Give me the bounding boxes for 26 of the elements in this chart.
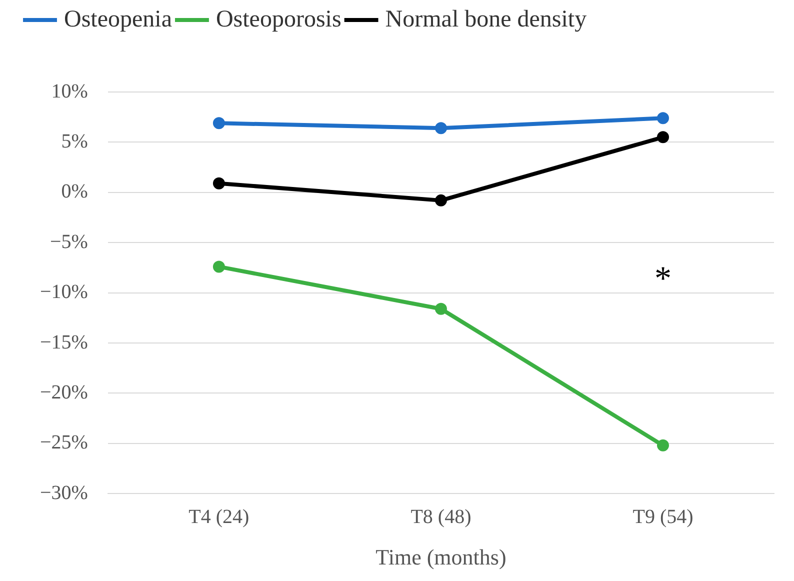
y-tick-label: 10%: [51, 80, 88, 102]
point: [656, 112, 669, 124]
y-tick-label: −25%: [40, 432, 88, 454]
y-tick-label: 5%: [61, 130, 88, 152]
y-tick-label: −20%: [40, 381, 88, 404]
point: [434, 302, 447, 315]
point: [434, 122, 447, 134]
point: [212, 117, 225, 130]
y-tick-label: 0%: [61, 180, 88, 203]
x-axis-title: Time (months): [376, 544, 506, 570]
x-tick-label: T9 (54): [632, 506, 694, 528]
y-tick-label: −5%: [50, 230, 88, 253]
point: [212, 260, 225, 273]
legend-label: Osteopenia: [64, 6, 172, 32]
y-tick-label: −15%: [40, 331, 88, 354]
point: [212, 177, 225, 190]
legend-label: Osteoporosis: [216, 6, 342, 32]
x-tick-label: T8 (48): [410, 506, 472, 528]
legend-label: Normal bone density: [385, 6, 587, 32]
point: [434, 194, 447, 206]
y-tick-label: −10%: [40, 281, 88, 304]
point: [656, 439, 669, 452]
annotation: *: [654, 260, 672, 298]
y-tick-label: −30%: [40, 482, 88, 504]
point: [656, 131, 669, 144]
x-tick-label: T4 (24): [188, 506, 250, 528]
